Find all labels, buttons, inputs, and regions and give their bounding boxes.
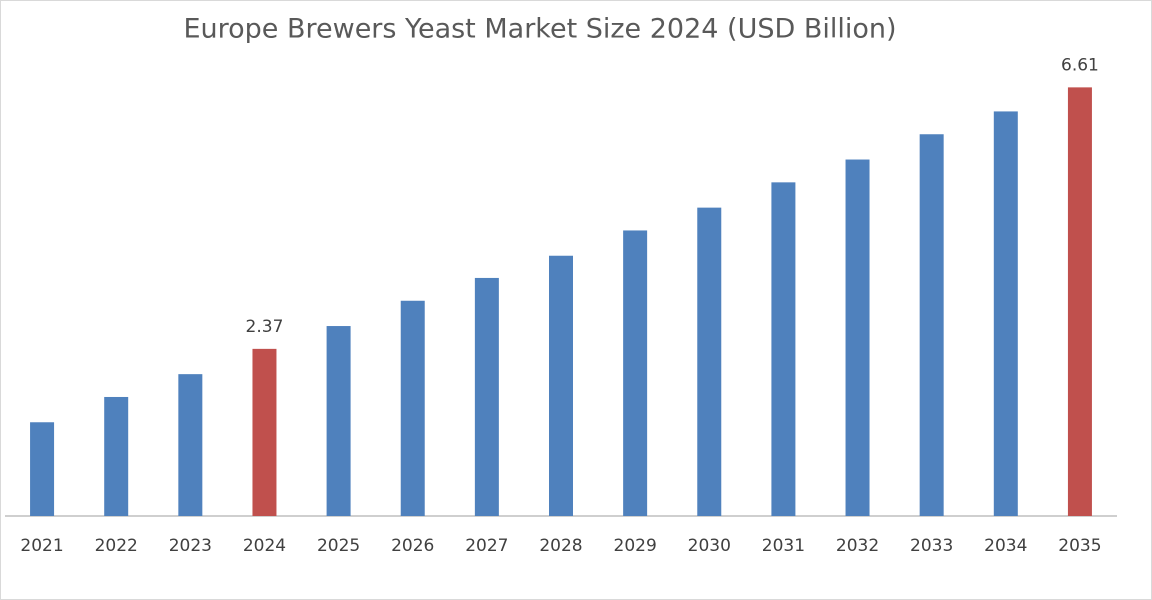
x-tick-label: 2032 [836,536,879,556]
x-tick-label: 2034 [984,536,1027,556]
x-tick-label: 2029 [614,536,657,556]
x-tick-label: 2027 [465,536,508,556]
x-tick-label: 2025 [317,536,360,556]
bar [1067,87,1092,516]
x-tick-label: 2028 [539,536,582,556]
bar [549,255,573,516]
bar [400,300,425,516]
bar [30,422,55,516]
x-tick-label: 2021 [20,536,63,556]
x-tick-label: 2023 [169,536,212,556]
bar [771,182,796,516]
x-tick-label: 2031 [762,536,805,556]
bar [623,230,648,516]
data-label: 6.61 [1061,55,1099,75]
x-tick-label: 2026 [391,536,434,556]
bar [326,326,351,516]
bar [252,348,277,516]
x-tick-label: 2024 [243,536,286,556]
chart-title: Europe Brewers Yeast Market Size 2024 (U… [183,14,896,45]
bar [845,159,870,517]
bar [178,374,203,516]
x-tick-label: 2035 [1058,536,1101,556]
x-tick-label: 2033 [910,536,953,556]
data-label: 2.37 [246,317,284,337]
bar [474,277,499,516]
bar [104,396,129,516]
bar [697,207,722,516]
x-tick-label: 2030 [688,536,731,556]
bar [919,134,944,516]
bar [993,111,1018,517]
x-tick-label: 2022 [95,536,138,556]
